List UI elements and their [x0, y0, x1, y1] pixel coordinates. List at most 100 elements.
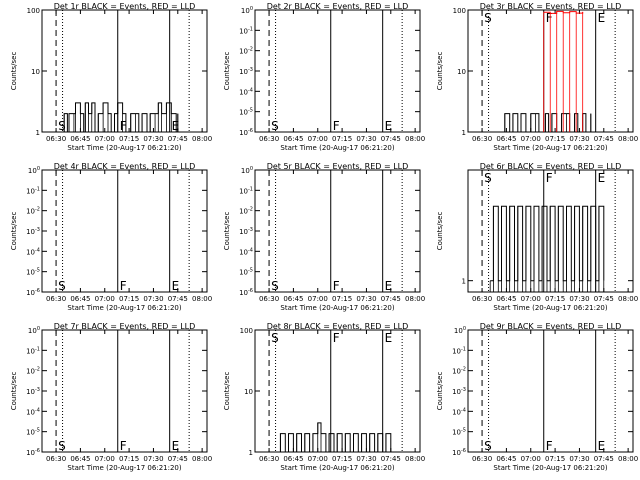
y-tick-label: 10-3 — [239, 227, 253, 236]
x-tick-label: 07:45 — [168, 135, 188, 143]
panel-det-2r: Det 2r BLACK = Events, RED = LLD 06:30 06:… — [223, 2, 425, 152]
x-tick-label: 07:45 — [381, 135, 401, 143]
y-tick-label: 10-6 — [239, 128, 253, 137]
y-tick-label: 10-4 — [239, 87, 253, 96]
panel-det-7r: Det 7r BLACK = Events, RED = LLD 06:30 06:… — [10, 322, 212, 472]
marker-label-f: F — [120, 279, 127, 293]
x-tick-label: 08:00 — [405, 135, 425, 143]
y-tick-label: 10-4 — [452, 407, 466, 416]
marker-label-f: F — [546, 439, 553, 453]
x-tick-label: 07:30 — [356, 295, 376, 303]
y-tick-label: 10-5 — [26, 428, 40, 437]
x-axis-label: Start Time (20-Aug-17 06:21:20) — [493, 304, 607, 312]
marker-label-e: E — [385, 331, 393, 345]
x-tick-label: 06:45 — [496, 135, 516, 143]
y-axis-label: Counts/sec — [10, 52, 18, 91]
x-tick-label: 06:45 — [70, 455, 90, 463]
x-tick-label: 07:00 — [521, 455, 541, 463]
x-tick-label: 06:30 — [259, 135, 279, 143]
x-tick-label: 07:15 — [545, 455, 565, 463]
x-tick-label: 07:00 — [308, 455, 328, 463]
y-tick-label: 1 — [249, 449, 253, 457]
panel-title: Det 8r BLACK = Events, RED = LLD — [267, 322, 409, 331]
marker-label-s: S — [271, 119, 279, 133]
marker-label-f: F — [333, 331, 340, 345]
x-tick-label: 07:45 — [594, 455, 614, 463]
y-tick-label: 1 — [462, 129, 466, 137]
marker-label-e: E — [598, 11, 606, 25]
y-axis-label: Counts/sec — [436, 212, 444, 251]
panel-title: Det 2r BLACK = Events, RED = LLD — [267, 2, 409, 11]
x-tick-label: 07:45 — [381, 295, 401, 303]
y-tick-label: 10-5 — [26, 268, 40, 277]
x-tick-label: 08:00 — [618, 295, 638, 303]
panel-det-5r: Det 5r BLACK = Events, RED = LLD 06:30 06:… — [223, 162, 425, 312]
y-tick-label: 10-1 — [26, 346, 40, 355]
x-tick-label: 08:00 — [618, 135, 638, 143]
x-tick-label: 06:45 — [70, 295, 90, 303]
x-axis-label: Start Time (20-Aug-17 06:21:20) — [280, 304, 394, 312]
x-axis-label: Start Time (20-Aug-17 06:21:20) — [67, 144, 181, 152]
x-tick-label: 06:45 — [496, 455, 516, 463]
marker-label-s: S — [58, 439, 66, 453]
panel-title: Det 3r BLACK = Events, RED = LLD — [480, 2, 622, 11]
y-tick-label: 100 — [241, 6, 253, 15]
x-tick-label: 07:15 — [332, 455, 352, 463]
x-tick-label: 07:00 — [95, 455, 115, 463]
panel-det-4r: Det 4r BLACK = Events, RED = LLD 06:30 06:… — [10, 162, 212, 312]
x-tick-label: 07:30 — [356, 455, 376, 463]
x-tick-label: 06:45 — [496, 295, 516, 303]
y-tick-label: 10-2 — [26, 207, 40, 216]
x-tick-label: 07:45 — [168, 455, 188, 463]
y-tick-label: 10-4 — [26, 247, 40, 256]
panel-det-8r: Det 8r BLACK = Events, RED = LLD 06:30 06:… — [223, 322, 425, 472]
marker-label-f: F — [546, 11, 553, 25]
marker-label-e: E — [385, 279, 393, 293]
x-tick-label: 07:15 — [119, 295, 139, 303]
y-tick-label: 1 — [462, 278, 466, 286]
x-tick-label: 06:30 — [259, 455, 279, 463]
x-tick-label: 07:30 — [356, 135, 376, 143]
marker-label-e: E — [598, 171, 606, 185]
y-axis-label: Counts/sec — [223, 52, 231, 91]
y-tick-label: 100 — [454, 326, 466, 335]
x-tick-label: 08:00 — [405, 455, 425, 463]
x-tick-label: 07:15 — [119, 455, 139, 463]
x-tick-label: 08:00 — [618, 455, 638, 463]
y-tick-label: 10-3 — [26, 387, 40, 396]
panel-title: Det 1r BLACK = Events, RED = LLD — [54, 2, 196, 11]
x-tick-label: 07:15 — [332, 295, 352, 303]
x-tick-label: 07:30 — [569, 295, 589, 303]
y-tick-label: 10-3 — [452, 387, 466, 396]
x-tick-label: 06:30 — [259, 295, 279, 303]
y-tick-label: 10-1 — [26, 186, 40, 195]
y-tick-label: 10-2 — [239, 47, 253, 56]
x-tick-label: 06:45 — [283, 135, 303, 143]
x-tick-label: 06:30 — [472, 455, 492, 463]
marker-label-f: F — [120, 439, 127, 453]
y-tick-label: 10-3 — [239, 67, 253, 76]
marker-label-s: S — [271, 279, 279, 293]
y-tick-label: 100 — [453, 7, 466, 15]
x-tick-label: 07:00 — [95, 135, 115, 143]
x-axis-label: Start Time (20-Aug-17 06:21:20) — [280, 144, 394, 152]
x-axis-label: Start Time (20-Aug-17 06:21:20) — [280, 464, 394, 472]
marker-label-e: E — [172, 119, 180, 133]
x-tick-label: 06:30 — [46, 455, 66, 463]
y-tick-label: 10-6 — [452, 448, 466, 457]
x-axis-label: Start Time (20-Aug-17 06:21:20) — [493, 144, 607, 152]
y-tick-label: 1 — [36, 129, 40, 137]
y-tick-label: 10 — [457, 68, 466, 76]
y-tick-label: 10-4 — [26, 407, 40, 416]
x-tick-label: 07:00 — [521, 295, 541, 303]
marker-label-s: S — [484, 11, 492, 25]
marker-label-s: S — [58, 119, 66, 133]
x-tick-label: 06:30 — [472, 295, 492, 303]
panel-det-3r: Det 3r BLACK = Events, RED = LLD 06:30 06:… — [436, 2, 638, 152]
y-tick-label: 100 — [241, 166, 253, 175]
marker-label-s: S — [484, 439, 492, 453]
x-axis-label: Start Time (20-Aug-17 06:21:20) — [67, 464, 181, 472]
x-tick-label: 07:00 — [95, 295, 115, 303]
